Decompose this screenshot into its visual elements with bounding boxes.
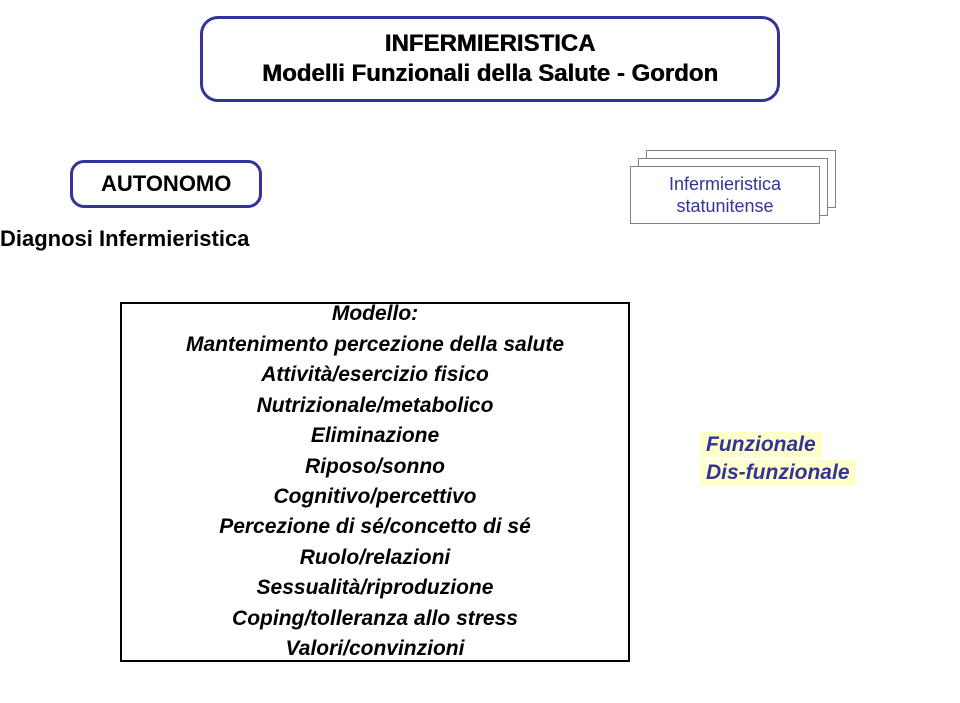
model-item: Cognitivo/percettivo: [273, 482, 476, 512]
note-line2: statunitense: [676, 195, 773, 218]
note-layer-front: Infermieristica statunitense: [630, 166, 820, 224]
model-header: Modello:: [332, 299, 418, 329]
model-item: Coping/tolleranza allo stress: [232, 604, 518, 634]
model-item: Ruolo/relazioni: [300, 543, 451, 573]
model-item: Valori/convinzioni: [286, 634, 465, 664]
note-line1: Infermieristica: [669, 173, 781, 196]
note-stack: Infermieristica statunitense: [630, 150, 840, 224]
model-item: Attività/esercizio fisico: [261, 360, 489, 390]
tag-funzionale: Funzionale: [700, 432, 822, 458]
model-item: Mantenimento percezione della salute: [186, 330, 564, 360]
title-line1: INFERMIERISTICA: [385, 29, 596, 59]
title-line2: Modelli Funzionali della Salute - Gordon: [262, 59, 718, 89]
model-item: Sessualità/riproduzione: [257, 573, 494, 603]
model-item: Nutrizionale/metabolico: [257, 391, 494, 421]
model-item: Eliminazione: [311, 421, 439, 451]
tag-disfunzionale: Dis-funzionale: [700, 460, 856, 486]
model-item: Percezione di sé/concetto di sé: [219, 512, 531, 542]
autonomo-box: AUTONOMO: [70, 160, 262, 208]
model-item: Riposo/sonno: [305, 452, 445, 482]
model-box: Modello: Mantenimento percezione della s…: [120, 302, 630, 662]
diagnosi-label: Diagnosi Infermieristica: [0, 226, 249, 252]
title-box: INFERMIERISTICA Modelli Funzionali della…: [200, 16, 780, 102]
